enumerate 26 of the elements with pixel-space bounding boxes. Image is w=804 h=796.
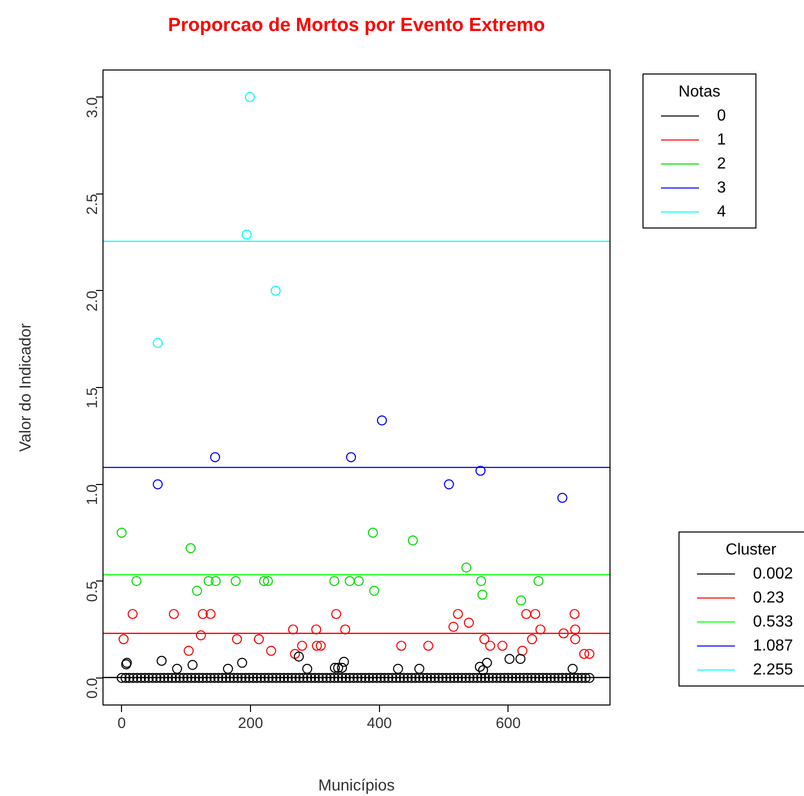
legend-label: 0.002 [753, 565, 794, 582]
legend-title: Notas [678, 83, 720, 100]
legend-label: 0 [717, 107, 726, 124]
y-tick-label: 2.5 [84, 194, 102, 215]
legend-label: 1.087 [753, 637, 794, 654]
legend-label: 4 [717, 203, 726, 220]
legend-label: 1 [717, 131, 726, 148]
y-axis-title: Valor do Indicador [17, 322, 34, 452]
x-axis-title: Municípios [318, 777, 395, 794]
y-tick-label: 0.5 [84, 581, 102, 602]
legend-label: 0.23 [753, 589, 784, 606]
text: Cluster [726, 541, 778, 558]
x-tick-label: 400 [366, 715, 392, 732]
y-tick-label: 1.5 [84, 388, 102, 408]
x-tick-label: 0 [118, 715, 126, 732]
legend-label: 2 [717, 155, 726, 172]
legend-label: 0.533 [753, 613, 794, 630]
x-tick-label: 600 [496, 715, 521, 732]
y-tick-label: 0.0 [84, 678, 102, 699]
y-tick-label: 3.0 [84, 97, 102, 118]
legend-label: 2.255 [753, 661, 794, 678]
legend-label: 3 [717, 179, 726, 196]
x-tick-label: 200 [238, 715, 264, 732]
y-tick-label: 2.0 [84, 290, 102, 312]
y-tick-label: 1.0 [84, 484, 102, 506]
chart-title: Proporcao de Mortos por Evento Extremo [168, 15, 545, 36]
